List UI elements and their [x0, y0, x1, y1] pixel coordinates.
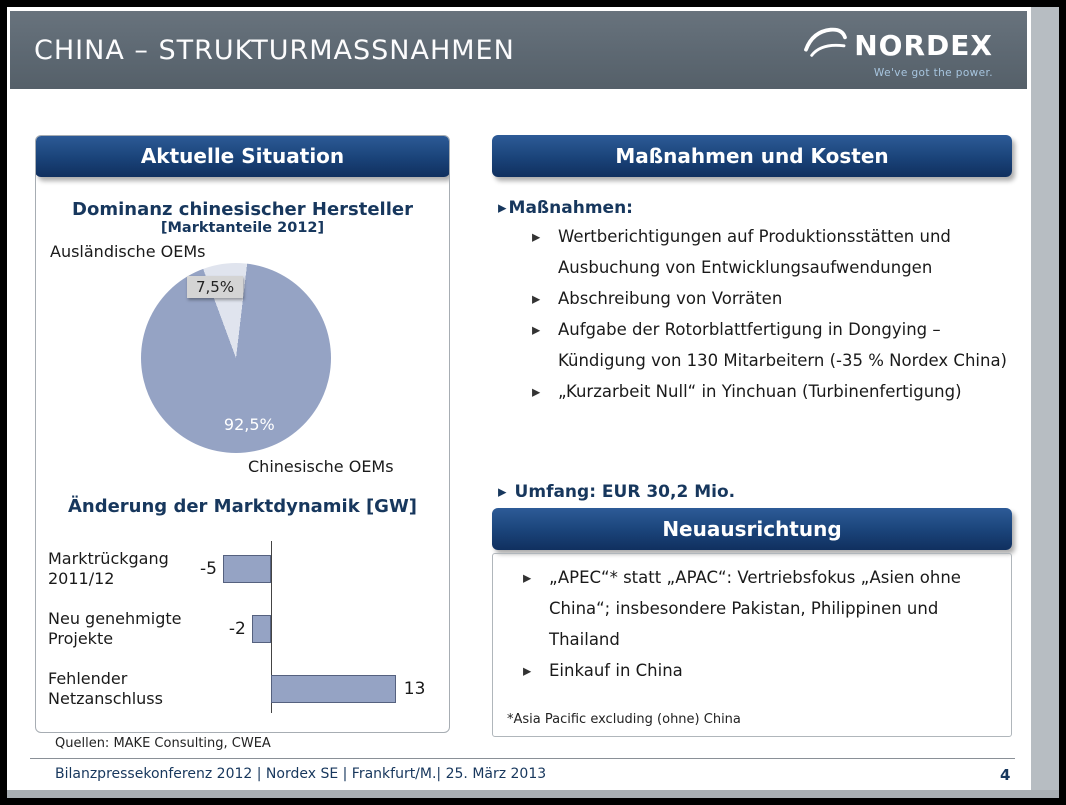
- arrow-bullet-icon: ▸: [523, 568, 532, 587]
- massnahmen-item: ▸ Abschreibung von Vorräten: [532, 283, 1012, 314]
- panel-title-massnahmen: Maßnahmen und Kosten: [615, 144, 889, 168]
- pie-big-slice-label: 92,5%: [223, 415, 275, 434]
- neuausrichtung-item-text: Einkauf in China: [549, 661, 683, 680]
- massnahmen-item-text: Wertberichtigungen auf Produktionsstätte…: [558, 227, 951, 277]
- bar-plot-area: 13: [194, 659, 439, 719]
- right-column: Maßnahmen und Kosten ▸ Maßnahmen: ▸ Wert…: [492, 135, 1012, 737]
- aktuelle-situation-panel: Aktuelle Situation Dominanz chinesischer…: [35, 135, 450, 733]
- page-number: 4: [1000, 766, 1011, 784]
- nordex-tagline: We've got the power.: [873, 67, 993, 79]
- bar-row: Neu genehmigte Projekte -2: [36, 599, 449, 659]
- bar-chart-axis: [271, 541, 272, 713]
- arrow-bullet-icon: ▸: [498, 482, 507, 502]
- bar: [251, 615, 271, 643]
- panel-header-neuausrichtung: Neuausrichtung: [492, 508, 1012, 550]
- slide-title: CHINA – STRUKTURMASSNAHMEN: [34, 34, 515, 66]
- panel-header-aktuelle-situation: Aktuelle Situation: [36, 136, 449, 177]
- arrow-bullet-icon: ▸: [532, 227, 541, 246]
- arrow-bullet-icon: ▸: [498, 198, 507, 218]
- arrow-bullet-icon: ▸: [532, 382, 541, 401]
- bar: [271, 675, 396, 703]
- panel-header-massnahmen: Maßnahmen und Kosten: [492, 135, 1012, 177]
- pie-label-auslaendische-oems: Ausländische OEMs: [50, 242, 206, 261]
- bar: [223, 555, 271, 583]
- page-right-margin: [1031, 7, 1059, 798]
- slide-header-band: CHINA – STRUKTURMASSNAHMEN NORDEX We've …: [10, 11, 1027, 89]
- massnahmen-item-text: Aufgabe der Rotorblattfertigung in Dongy…: [558, 320, 1007, 370]
- massnahmen-item-text: Abschreibung von Vorräten: [558, 289, 783, 308]
- pie-chart-title: Dominanz chinesischer Hersteller: [72, 199, 413, 220]
- massnahmen-heading: ▸ Maßnahmen:: [498, 195, 1012, 221]
- apec-footnote: *Asia Pacific excluding (ohne) China: [507, 712, 741, 727]
- bar-value-label: 13: [403, 679, 426, 699]
- neuausrichtung-content-box: ▸ „APEC“* statt „APAC“: Vertriebsfokus „…: [492, 553, 1012, 737]
- pie-label-chinesische-oems: Chinesische OEMs: [248, 457, 394, 476]
- pie-small-slice-label: 7,5%: [187, 276, 244, 298]
- massnahmen-summary: ▸ Umfang: EUR 30,2 Mio.: [498, 479, 735, 505]
- pie-chart-subtitle: [Marktanteile 2012]: [160, 220, 325, 236]
- footer-text: Bilanzpressekonferenz 2012 | Nordex SE |…: [55, 766, 547, 782]
- arrow-bullet-icon: ▸: [532, 289, 541, 308]
- bar-chart: Marktrückgang 2011/12 -5 Neu genehmigte …: [36, 539, 449, 719]
- neuausrichtung-list: ▸ „APEC“* statt „APAC“: Vertriebsfokus „…: [493, 554, 1011, 686]
- arrow-bullet-icon: ▸: [523, 661, 532, 680]
- massnahmen-item: ▸ Aufgabe der Rotorblattfertigung in Don…: [532, 314, 1012, 376]
- bar-plot-area: -2: [194, 599, 439, 659]
- massnahmen-list: ▸ Wertberichtigungen auf Produktionsstät…: [492, 221, 1012, 407]
- bar-value-label: -5: [200, 559, 217, 579]
- bar-row: Marktrückgang 2011/12 -5: [36, 539, 449, 599]
- bar-value-label: -2: [228, 619, 246, 639]
- nordex-logo-text: NORDEX: [854, 28, 993, 62]
- massnahmen-item-text: „Kurzarbeit Null“ in Yinchuan (Turbinenf…: [558, 382, 962, 401]
- neuausrichtung-item: ▸ Einkauf in China: [523, 655, 1011, 686]
- massnahmen-item: ▸ Wertberichtigungen auf Produktionsstät…: [532, 221, 1012, 283]
- page-bottom-margin: [7, 790, 1059, 798]
- massnahmen-heading-label: Maßnahmen:: [508, 198, 633, 218]
- bar-plot-area: -5: [194, 539, 439, 599]
- bar-row: Fehlender Netzanschluss 13: [36, 659, 449, 719]
- nordex-swoosh-icon: [802, 24, 848, 66]
- bar-category-label: Neu genehmigte Projekte: [48, 609, 182, 648]
- massnahmen-item: ▸ „Kurzarbeit Null“ in Yinchuan (Turbine…: [532, 376, 1012, 407]
- bar-category-label: Fehlender Netzanschluss: [48, 669, 163, 708]
- pie-chart-area: 7,5% 92,5%: [141, 263, 331, 453]
- sources-note: Quellen: MAKE Consulting, CWEA: [55, 736, 271, 751]
- footer-divider: [30, 758, 1015, 759]
- arrow-bullet-icon: ▸: [532, 320, 541, 339]
- bar-chart-title: Änderung der Marktdynamik [GW]: [67, 496, 418, 517]
- massnahmen-summary-label: Umfang: EUR 30,2 Mio.: [514, 482, 736, 502]
- bar-category-label: Marktrückgang 2011/12: [48, 549, 169, 588]
- panel-title-neuausrichtung: Neuausrichtung: [662, 517, 842, 541]
- slide-page: CHINA – STRUKTURMASSNAHMEN NORDEX We've …: [7, 7, 1059, 798]
- panel-title-aktuelle-situation: Aktuelle Situation: [140, 144, 345, 168]
- neuausrichtung-item: ▸ „APEC“* statt „APAC“: Vertriebsfokus „…: [523, 562, 1011, 655]
- nordex-logo: NORDEX We've got the power.: [802, 24, 993, 79]
- neuausrichtung-item-text: „APEC“* statt „APAC“: Vertriebsfokus „As…: [549, 568, 961, 649]
